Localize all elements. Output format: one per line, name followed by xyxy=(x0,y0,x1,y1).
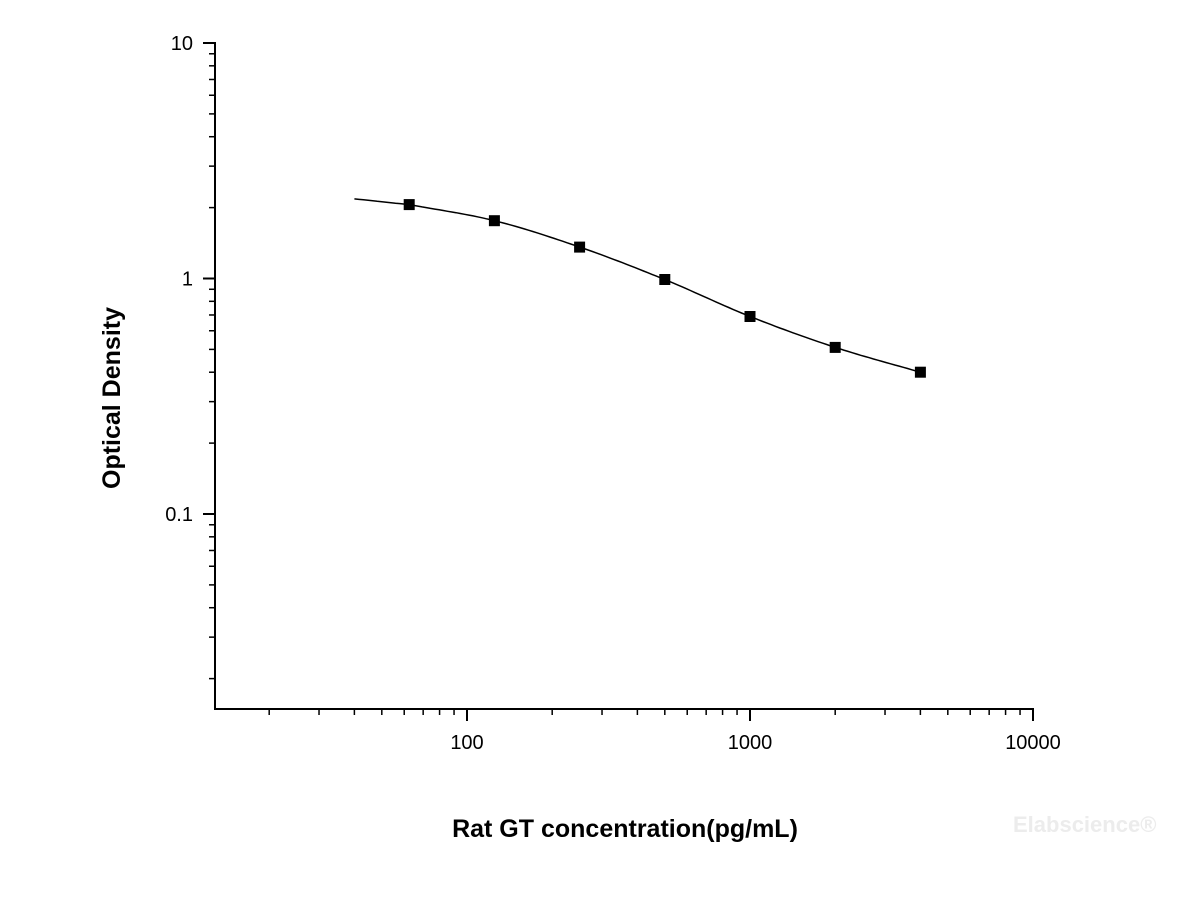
data-point-marker xyxy=(574,241,586,253)
data-point-marker xyxy=(829,341,841,353)
x-tick-label: 1000 xyxy=(728,732,773,754)
x-axis: 100 1000 10000 xyxy=(214,708,1061,754)
x-axis-title: Rat GT concentration(pg/mL) xyxy=(452,815,798,843)
y-axis: 0.1 1 10 xyxy=(165,33,216,710)
x-tick-label: 100 xyxy=(450,732,483,754)
watermark-text: Elabscience® xyxy=(1013,812,1156,837)
data-point-marker xyxy=(403,199,415,211)
y-tick-label: 10 xyxy=(171,33,193,55)
fit-curve-line xyxy=(354,198,921,373)
y-tick-label: 0.1 xyxy=(165,504,193,526)
data-point-marker xyxy=(659,274,671,285)
y-tick-label: 1 xyxy=(182,269,193,291)
fit-curve-group xyxy=(354,198,921,373)
data-points xyxy=(403,199,926,378)
data-point-marker xyxy=(744,311,756,322)
x-tick-label: 10000 xyxy=(1005,732,1061,754)
data-point-marker xyxy=(914,366,926,378)
y-axis-title: Optical Density xyxy=(98,307,126,489)
data-point-marker xyxy=(488,215,500,227)
